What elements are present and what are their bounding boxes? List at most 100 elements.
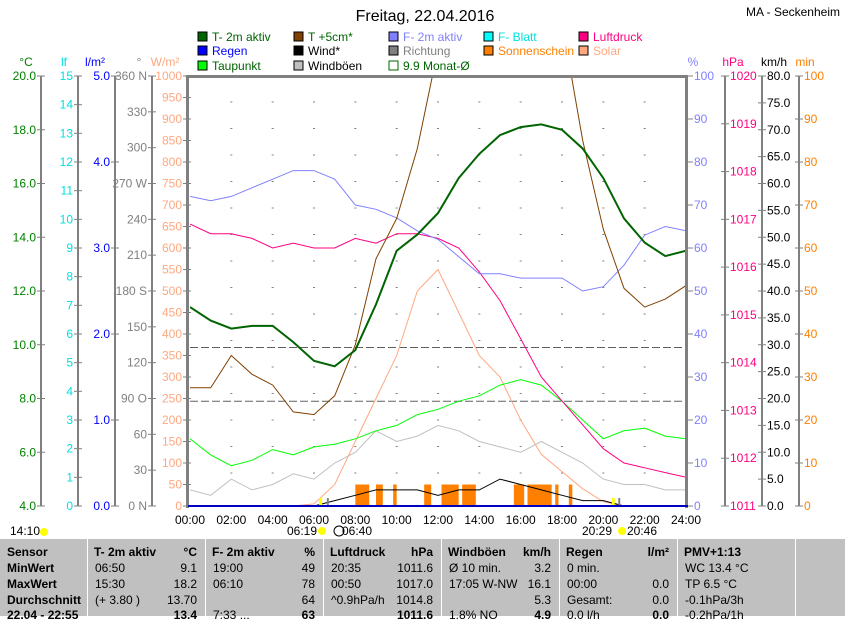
tick-label-solar: 550 — [162, 263, 182, 277]
tick-label-solar: 0 — [175, 499, 182, 513]
legend-swatch — [293, 45, 304, 56]
tick-label-hum: 20 — [694, 413, 708, 427]
series-line-t-2m-aktiv — [190, 123, 686, 368]
series-line-windb-en — [190, 424, 686, 496]
current-time: 14:10 — [10, 524, 40, 538]
sunshine-bar — [568, 484, 573, 506]
tick-label-hum: 30 — [694, 370, 708, 384]
table-cell-label: 06:10 — [213, 577, 244, 591]
legend-label: Solar — [593, 44, 621, 58]
table-cell-label: 0 min. — [567, 561, 600, 575]
statistics-table: Sensor T- 2m aktiv °C F- 2m aktiv% Luftdruck… — [0, 538, 845, 622]
axis-units: °C lf l/m² ° W/m²% hPa km/h min — [19, 55, 814, 69]
table-header: Regen — [566, 545, 603, 559]
series-line-taupunkt — [190, 379, 686, 467]
plot-top-border — [188, 75, 688, 78]
table-cell-label: (+ 3.80 ) — [95, 593, 141, 607]
legend-label: Taupunkt — [212, 59, 261, 73]
sunshine-bar — [355, 484, 370, 506]
tick-label-temp: 6.0 — [19, 445, 36, 459]
table-header-unit: km/h — [522, 545, 551, 559]
tick-label-wind: 65.0 — [767, 150, 791, 164]
tick-label-rain: 2.0 — [93, 327, 110, 341]
tick-label-solar: 500 — [162, 284, 182, 298]
x-tick-label: 12:00 — [423, 513, 453, 527]
table-cell-value: 9.1 — [180, 561, 197, 575]
axis-unit-hum: % — [688, 55, 699, 69]
table-cell-value: 16.1 — [527, 577, 551, 591]
table-cell-value: 0.0 — [652, 577, 669, 591]
tick-label-solar: 100 — [162, 456, 182, 470]
legend-swatch — [197, 45, 208, 56]
table-cell-value: 49 — [301, 561, 315, 575]
legend-label: F- 2m aktiv — [403, 30, 462, 44]
tick-label-leaf: 7 — [66, 298, 73, 312]
table-header-unit: l/m² — [647, 545, 669, 559]
table-cell-label: Ø 10 min. — [449, 561, 502, 575]
table-cell-value: 4.9 — [534, 608, 551, 622]
tick-label-leaf: 8 — [66, 270, 73, 284]
legend-label: F- Blatt — [498, 30, 537, 44]
tick-label-wind: 50.0 — [767, 230, 791, 244]
series-line-wind- — [190, 478, 686, 506]
legend-label: Regen — [212, 44, 247, 58]
tick-label-sun: 90 — [804, 112, 818, 126]
axis-unit-press: hPa — [722, 55, 744, 69]
tick-label-rain: 1.0 — [93, 413, 110, 427]
tick-label-sun: 0 — [804, 499, 811, 513]
sunshine-bar — [527, 484, 552, 506]
tick-label-sun: 100 — [804, 69, 824, 83]
table-cell-label: 1.8% NO — [449, 608, 498, 622]
tick-label-dir: 210 — [127, 248, 147, 262]
table-row-label: MaxWert — [7, 577, 57, 591]
tick-label-dir: 300 — [127, 141, 147, 155]
table-header: T- 2m aktiv — [94, 545, 157, 559]
tick-label-temp: 10.0 — [13, 338, 37, 352]
tick-label-dir: 150 — [127, 320, 147, 334]
legend-swatch — [197, 60, 208, 71]
tick-label-press: 1018 — [730, 165, 757, 179]
tick-label-sun: 10 — [804, 456, 818, 470]
tick-label-wind: 55.0 — [767, 203, 791, 217]
table-column-divider — [87, 539, 88, 616]
legend-label: Sonnenschein — [498, 44, 574, 58]
table-cell-label: TP 6.5 °C — [685, 577, 737, 591]
tick-label-press: 1015 — [730, 308, 757, 322]
table-header: F- 2m aktiv — [212, 545, 275, 559]
tick-label-leaf: 9 — [66, 241, 73, 255]
tick-label-temp: 8.0 — [19, 392, 36, 406]
tick-label-wind: 30.0 — [767, 338, 791, 352]
table-cell-value: 78 — [301, 577, 315, 591]
tick-label-dir: 120 — [127, 356, 147, 370]
tick-label-rain: 4.0 — [93, 155, 110, 169]
legend-swatch — [483, 31, 494, 42]
table-cell-label: 7:33 ... — [213, 608, 250, 622]
table-cell-value: 13.4 — [173, 608, 197, 622]
table-row-label: MinWert — [7, 561, 55, 575]
tick-label-leaf: 15 — [60, 69, 74, 83]
legend-swatch — [578, 45, 589, 56]
table-header-unit: hPa — [410, 545, 433, 559]
legend-label: Wind* — [308, 44, 340, 58]
tick-label-press: 1016 — [730, 260, 757, 274]
x-tick-label: 14:00 — [464, 513, 494, 527]
tick-label-hum: 90 — [694, 112, 708, 126]
table-header: Windböen — [448, 545, 506, 559]
plot-area — [190, 76, 686, 506]
table-column-divider — [205, 539, 206, 616]
tick-label-solar: 700 — [162, 198, 182, 212]
table-row-label: Durchschnitt — [7, 593, 82, 607]
table-cell-label: 17:05 W-NW — [449, 577, 518, 591]
legend-swatch — [197, 31, 208, 42]
tick-label-dir: 330 — [127, 105, 147, 119]
tick-label-solar: 650 — [162, 220, 182, 234]
tick-label-sun: 70 — [804, 198, 818, 212]
tick-label-dir: 90 O — [121, 392, 147, 406]
legend-swatch — [293, 31, 304, 42]
table-cell-label: -0.2hPa/1h — [685, 608, 744, 622]
tick-label-solar: 300 — [162, 370, 182, 384]
dusk-time: 20:46 — [627, 524, 657, 538]
tick-label-leaf: 11 — [61, 184, 74, 198]
series-line-f-2m-aktiv — [190, 170, 686, 292]
tick-label-leaf: 0 — [66, 499, 73, 513]
